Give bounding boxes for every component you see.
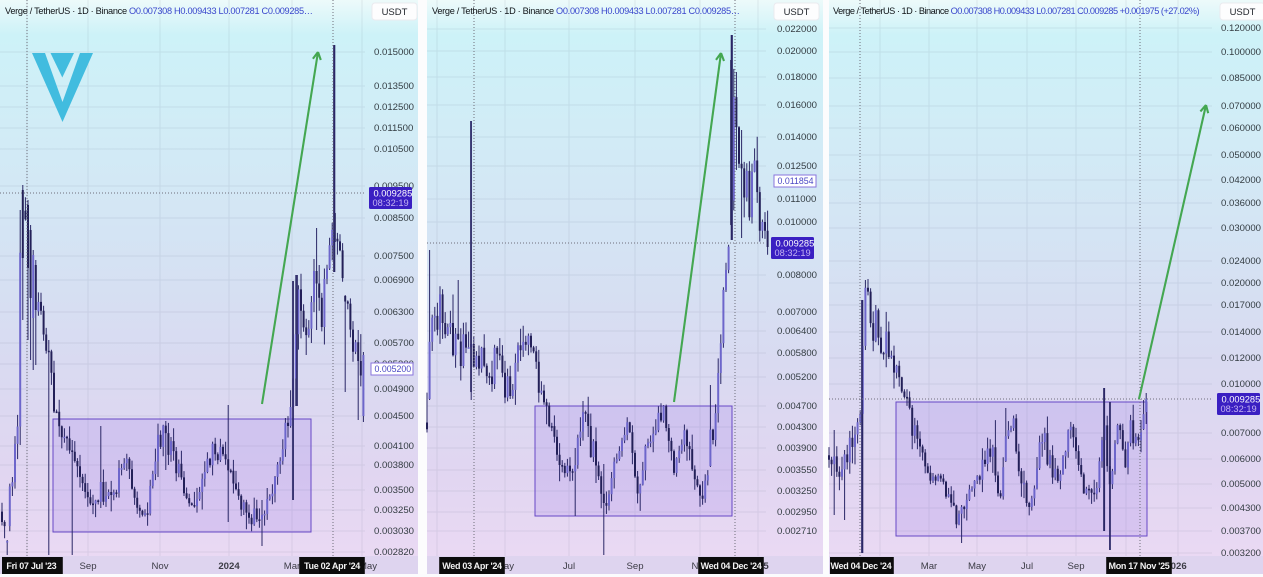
svg-text:0.004900: 0.004900: [374, 384, 414, 395]
svg-text:0.004500: 0.004500: [374, 411, 414, 422]
svg-text:0.042000: 0.042000: [1221, 175, 1261, 186]
svg-text:0.008500: 0.008500: [374, 213, 414, 224]
svg-text:0.007500: 0.007500: [374, 251, 414, 262]
svg-text:0.036000: 0.036000: [1221, 198, 1261, 209]
svg-text:0.009500: 0.009500: [374, 181, 414, 192]
svg-text:May: May: [496, 561, 514, 572]
svg-text:Mar: Mar: [921, 561, 938, 572]
svg-text:Sep: Sep: [626, 561, 643, 572]
svg-text:0.010000: 0.010000: [777, 217, 817, 228]
svg-text:0.011854: 0.011854: [778, 176, 814, 186]
svg-text:0.003250: 0.003250: [374, 505, 414, 516]
svg-text:Wed 04 Dec '24: Wed 04 Dec '24: [830, 561, 891, 571]
svg-text:Sep: Sep: [1067, 561, 1084, 572]
svg-text:Tue 02 Apr '24: Tue 02 Apr '24: [304, 561, 360, 571]
svg-text:Fri 07 Jul '23: Fri 07 Jul '23: [6, 561, 56, 571]
svg-text:0.070000: 0.070000: [1221, 101, 1261, 112]
svg-text:0.010000: 0.010000: [1221, 379, 1261, 390]
svg-text:0.017000: 0.017000: [1221, 300, 1261, 311]
svg-text:0.005000: 0.005000: [1221, 479, 1261, 490]
svg-text:0.002950: 0.002950: [777, 507, 817, 518]
svg-text:Sep: Sep: [79, 561, 96, 572]
svg-text:0.003250: 0.003250: [777, 486, 817, 497]
svg-text:08:32:19: 08:32:19: [373, 198, 409, 208]
svg-text:0.003550: 0.003550: [777, 465, 817, 476]
svg-text:0.015000: 0.015000: [374, 47, 414, 58]
svg-text:0.005800: 0.005800: [777, 348, 817, 359]
svg-text:0.024000: 0.024000: [1221, 256, 1261, 267]
svg-text:0.004300: 0.004300: [777, 422, 817, 433]
svg-text:0.012500: 0.012500: [374, 102, 414, 113]
svg-text:0.007000: 0.007000: [777, 307, 817, 318]
svg-text:Jul: Jul: [1021, 561, 1033, 572]
svg-text:0.030000: 0.030000: [1221, 223, 1261, 234]
svg-text:May: May: [359, 561, 377, 572]
svg-text:Verge / TetherUS · 1D · Binanc: Verge / TetherUS · 1D · Binance O0.00730…: [432, 6, 740, 16]
svg-text:0.120000: 0.120000: [1221, 23, 1261, 34]
svg-text:0.002820: 0.002820: [374, 547, 414, 558]
svg-text:0.006300: 0.006300: [374, 307, 414, 318]
svg-text:0.020000: 0.020000: [1221, 278, 1261, 289]
svg-text:Mar: Mar: [284, 561, 301, 572]
svg-text:0.003030: 0.003030: [374, 526, 414, 537]
svg-text:0.004700: 0.004700: [777, 401, 817, 412]
svg-text:Nov: Nov: [151, 561, 168, 572]
svg-text:0.009285: 0.009285: [374, 189, 413, 199]
svg-text:0.006400: 0.006400: [777, 326, 817, 337]
svg-text:08:32:19: 08:32:19: [775, 248, 811, 258]
svg-text:0.013500: 0.013500: [374, 81, 414, 92]
svg-text:Verge / TetherUS · 1D · Binanc: Verge / TetherUS · 1D · Binance O0.00730…: [5, 6, 313, 16]
svg-text:Wed 03 Apr '24: Wed 03 Apr '24: [442, 561, 502, 571]
svg-text:USDT: USDT: [1230, 7, 1256, 18]
svg-text:0.009285: 0.009285: [1222, 395, 1261, 405]
svg-text:0.007000: 0.007000: [1221, 428, 1261, 439]
svg-text:Jul: Jul: [563, 561, 575, 572]
svg-text:0.012500: 0.012500: [777, 161, 817, 172]
svg-text:Wed 04 Dec '24: Wed 04 Dec '24: [701, 561, 762, 571]
svg-text:0.012000: 0.012000: [1221, 353, 1261, 364]
svg-text:0.003500: 0.003500: [374, 485, 414, 496]
svg-text:0.022000: 0.022000: [777, 24, 817, 35]
svg-text:0.005200: 0.005200: [777, 372, 817, 383]
svg-text:0.003800: 0.003800: [374, 460, 414, 471]
svg-text:May: May: [968, 561, 986, 572]
svg-text:0.014000: 0.014000: [777, 132, 817, 143]
svg-text:0.050000: 0.050000: [1221, 150, 1261, 161]
svg-text:0.085000: 0.085000: [1221, 73, 1261, 84]
svg-text:0.014000: 0.014000: [1221, 327, 1261, 338]
svg-text:Verge / TetherUS · 1D · Binanc: Verge / TetherUS · 1D · Binance O0.00730…: [833, 6, 1199, 16]
svg-text:0.011000: 0.011000: [777, 194, 816, 205]
svg-text:0.008000: 0.008000: [777, 270, 817, 281]
svg-text:2024: 2024: [218, 561, 240, 572]
svg-text:USDT: USDT: [382, 7, 408, 18]
svg-text:0.005700: 0.005700: [374, 338, 414, 349]
svg-text:0.100000: 0.100000: [1221, 47, 1261, 58]
svg-text:0.003700: 0.003700: [1221, 526, 1261, 537]
svg-text:0.010500: 0.010500: [374, 144, 414, 155]
svg-text:0.003900: 0.003900: [777, 443, 817, 454]
svg-text:0.020000: 0.020000: [777, 46, 817, 57]
svg-text:0.004100: 0.004100: [374, 441, 414, 452]
svg-text:0.004300: 0.004300: [1221, 503, 1261, 514]
svg-text:0.005200: 0.005200: [375, 364, 412, 374]
svg-text:0.003200: 0.003200: [1221, 548, 1261, 559]
svg-text:0.006900: 0.006900: [374, 275, 414, 286]
svg-text:2026: 2026: [1165, 561, 1186, 572]
svg-text:0.006000: 0.006000: [1221, 454, 1261, 465]
svg-text:0.011500: 0.011500: [374, 123, 413, 134]
svg-text:Mon 17 Nov '25: Mon 17 Nov '25: [1109, 561, 1170, 571]
svg-text:0.018000: 0.018000: [777, 72, 817, 83]
svg-text:0.060000: 0.060000: [1221, 123, 1261, 134]
svg-text:0.002710: 0.002710: [777, 526, 817, 537]
svg-text:08:32:19: 08:32:19: [1221, 404, 1257, 414]
svg-text:0.016000: 0.016000: [777, 100, 817, 111]
svg-text:USDT: USDT: [784, 7, 810, 18]
svg-text:0.009285: 0.009285: [776, 239, 815, 249]
